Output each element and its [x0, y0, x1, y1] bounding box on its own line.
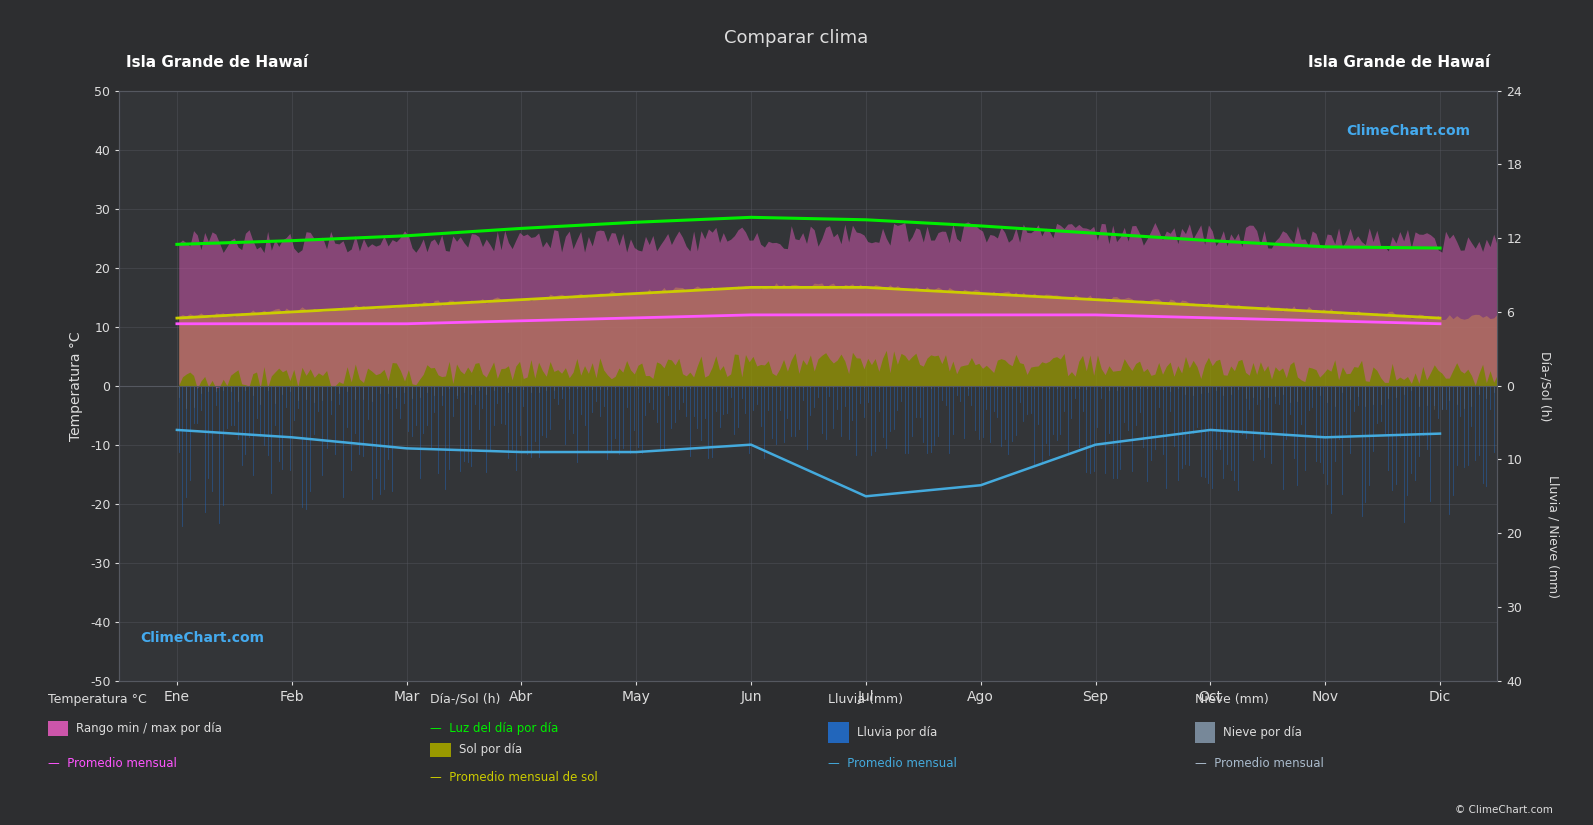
Text: Comparar clima: Comparar clima: [725, 29, 868, 47]
Text: Rango min / max por día: Rango min / max por día: [76, 722, 223, 735]
Text: Lluvia (mm): Lluvia (mm): [828, 693, 903, 706]
Text: ClimeChart.com: ClimeChart.com: [1346, 124, 1470, 138]
Text: Nieve (mm): Nieve (mm): [1195, 693, 1268, 706]
Text: Isla Grande de Hawaí: Isla Grande de Hawaí: [1308, 55, 1491, 70]
Text: Isla Grande de Hawaí: Isla Grande de Hawaí: [126, 55, 309, 70]
Text: Sol por día: Sol por día: [459, 743, 523, 757]
Text: Lluvia / Nieve (mm): Lluvia / Nieve (mm): [1547, 474, 1560, 598]
Text: —  Luz del día por día: — Luz del día por día: [430, 722, 559, 735]
Text: —  Promedio mensual: — Promedio mensual: [48, 757, 177, 770]
Text: —  Promedio mensual de sol: — Promedio mensual de sol: [430, 771, 597, 784]
Text: Nieve por día: Nieve por día: [1223, 726, 1303, 739]
Text: © ClimeChart.com: © ClimeChart.com: [1456, 805, 1553, 815]
Text: Día-/Sol (h): Día-/Sol (h): [430, 693, 500, 706]
Y-axis label: Temperatura °C: Temperatura °C: [68, 331, 83, 441]
Y-axis label: Día-/Sol (h): Día-/Sol (h): [1539, 351, 1552, 421]
Text: —  Promedio mensual: — Promedio mensual: [1195, 757, 1324, 770]
Text: —  Promedio mensual: — Promedio mensual: [828, 757, 957, 770]
Text: Lluvia por día: Lluvia por día: [857, 726, 937, 739]
Text: Temperatura °C: Temperatura °C: [48, 693, 147, 706]
Text: ClimeChart.com: ClimeChart.com: [140, 631, 264, 645]
